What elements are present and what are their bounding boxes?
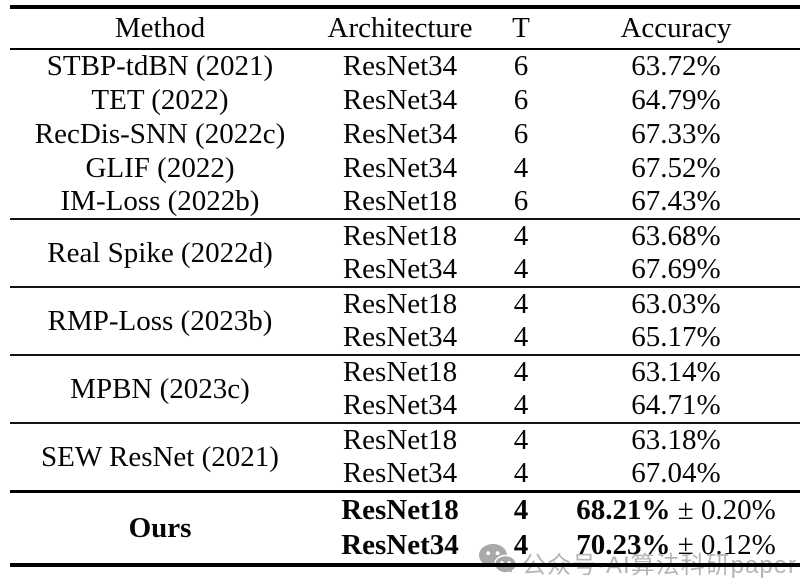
t-cell: 6	[513, 185, 529, 218]
table-row: STBP-tdBN (2021) ResNet34 6 63.72%	[10, 49, 800, 83]
architecture-cell: ResNet18	[342, 185, 458, 218]
architecture-cell: ResNet18	[310, 422, 490, 457]
t-cell: 4	[490, 218, 552, 253]
accuracy-stddev: ± 0.12%	[677, 529, 776, 562]
header-row: Method Architecture T Accuracy	[10, 7, 800, 50]
accuracy-cell: 64.79%	[631, 83, 721, 116]
table-row: TET (2022) ResNet34 6 64.79%	[10, 83, 800, 117]
table-row: ResNet34 4 67.69%	[10, 253, 800, 287]
t-cell: 6	[513, 83, 529, 116]
accuracy-main: 70.23%	[576, 529, 671, 562]
method-cell: Real Spike (2022d)	[10, 218, 310, 287]
col-header-accuracy: Accuracy	[552, 7, 800, 50]
table-row: SEW ResNet (2021) ResNet18 4 63.18%	[10, 422, 800, 491]
accuracy-cell: 63.18%	[552, 422, 800, 457]
method-cell: Ours	[10, 489, 310, 565]
architecture-cell: ResNet34	[342, 50, 458, 83]
t-cell: 4	[513, 529, 529, 562]
accuracy-cell: 63.68%	[552, 218, 800, 253]
method-cell: RecDis-SNN (2022c)	[34, 117, 286, 150]
col-header-architecture: Architecture	[310, 7, 490, 50]
t-cell: 4	[513, 389, 529, 422]
table-row: IM-Loss (2022b) ResNet18 6 67.43%	[10, 185, 800, 219]
accuracy-cell: 67.43%	[631, 185, 721, 218]
t-cell: 4	[513, 321, 529, 354]
architecture-cell: ResNet18	[310, 354, 490, 389]
table-row: MPBN (2023c) ResNet18 4 63.14%	[10, 354, 800, 423]
method-cell: STBP-tdBN (2021)	[46, 50, 274, 83]
architecture-cell: ResNet34	[342, 321, 458, 354]
architecture-cell: ResNet34	[341, 529, 459, 562]
method-cell: GLIF (2022)	[85, 151, 235, 184]
architecture-cell: ResNet34	[342, 151, 458, 184]
table-row: Real Spike (2022d) ResNet18 4 63.68%	[10, 218, 800, 287]
accuracy-main: 68.21%	[576, 494, 671, 527]
accuracy-cell: 68.21% ± 0.20%	[552, 489, 800, 528]
architecture-cell: ResNet34	[342, 253, 458, 286]
method-cell: MPBN (2023c)	[10, 354, 310, 423]
t-cell: 4	[513, 151, 529, 184]
accuracy-cell: 67.52%	[631, 151, 721, 184]
architecture-cell: ResNet34	[342, 389, 458, 422]
architecture-cell: ResNet34	[342, 83, 458, 116]
table-row: GLIF (2022) ResNet34 4 67.52%	[10, 151, 800, 185]
accuracy-cell: 70.23% ± 0.12%	[552, 528, 800, 565]
t-cell: 6	[513, 117, 529, 150]
t-cell: 4	[513, 253, 529, 286]
results-table: Method Architecture T Accuracy STBP-tdBN…	[10, 5, 800, 567]
architecture-cell: ResNet34	[342, 457, 458, 490]
table-row: Ours ResNet18 4 68.21% ± 0.20%	[10, 489, 800, 565]
accuracy-cell: 65.17%	[631, 321, 721, 354]
t-cell: 4	[490, 489, 552, 528]
t-cell: 4	[490, 354, 552, 389]
method-cell: SEW ResNet (2021)	[10, 422, 310, 491]
t-cell: 4	[490, 286, 552, 321]
t-cell: 4	[490, 422, 552, 457]
accuracy-cell: 67.69%	[631, 253, 721, 286]
table-row: ResNet34 4 70.23% ± 0.12%	[10, 528, 800, 565]
method-cell: TET (2022)	[91, 83, 229, 116]
architecture-cell: ResNet18	[310, 286, 490, 321]
architecture-cell: ResNet34	[342, 117, 458, 150]
architecture-cell: ResNet18	[310, 218, 490, 253]
col-header-method: Method	[10, 7, 310, 50]
t-cell: 4	[513, 457, 529, 490]
accuracy-stddev: ± 0.20%	[677, 494, 776, 527]
accuracy-cell: 67.04%	[631, 457, 721, 490]
table-row: RecDis-SNN (2022c) ResNet34 6 67.33%	[10, 117, 800, 151]
table-row: RMP-Loss (2023b) ResNet18 4 63.03%	[10, 286, 800, 355]
accuracy-cell: 64.71%	[631, 389, 721, 422]
table-row: ResNet34 4 64.71%	[10, 389, 800, 423]
accuracy-cell: 63.72%	[631, 50, 721, 83]
table-row: ResNet34 4 65.17%	[10, 321, 800, 355]
col-header-t: T	[490, 7, 552, 50]
table-row: ResNet34 4 67.04%	[10, 457, 800, 491]
method-cell: IM-Loss (2022b)	[60, 185, 260, 218]
t-cell: 6	[513, 50, 529, 83]
accuracy-cell: 63.14%	[552, 354, 800, 389]
accuracy-cell: 67.33%	[631, 117, 721, 150]
method-cell: RMP-Loss (2023b)	[10, 286, 310, 355]
architecture-cell: ResNet18	[310, 489, 490, 528]
accuracy-cell: 63.03%	[552, 286, 800, 321]
